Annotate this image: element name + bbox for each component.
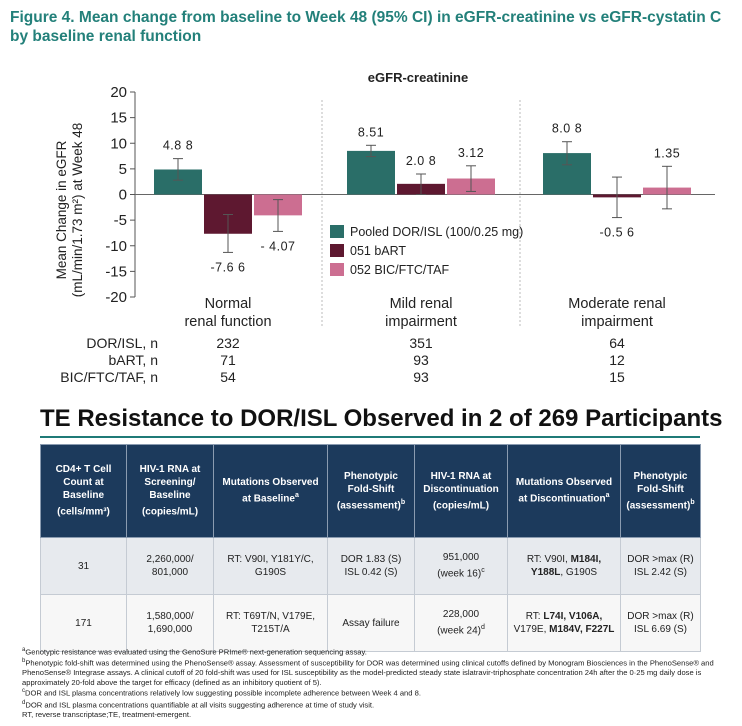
y-tick-label: 15 — [110, 110, 127, 127]
cell-mutations-discontinuation: RT: L74I, V106A, V179E, M184V, F227L — [507, 594, 621, 652]
data-label: 8.51 — [358, 125, 384, 139]
col-header-mutations-baseline: Mutations Observed at Baselinea — [213, 444, 328, 538]
n-value: 232 — [216, 335, 240, 351]
n-value: 64 — [609, 335, 625, 351]
figure-title: Figure 4. Mean change from baseline to W… — [10, 9, 722, 45]
footnote-d: dDOR and ISL plasma concentrations quant… — [22, 699, 375, 710]
data-label: 4.8 8 — [163, 139, 193, 153]
n-row-label: BIC/FTC/TAF, n — [60, 369, 158, 385]
data-label: 1.35 — [654, 146, 680, 160]
data-label: 8.0 8 — [552, 122, 582, 136]
data-label: - 4.07 — [261, 239, 296, 253]
legend-label: Pooled DOR/ISL (100/0.25 mg) — [350, 225, 523, 239]
cell-rna-discontinuation: 228,000 (week 24)d — [414, 594, 508, 652]
y-tick-label: 0 — [119, 187, 127, 204]
category-label: Normal — [205, 296, 252, 312]
legend-swatch — [330, 225, 344, 238]
y-tick-label: -5 — [114, 212, 127, 229]
cell-rna-screening: 2,260,000/801,000 — [126, 537, 214, 595]
data-label: 3.12 — [458, 146, 484, 160]
y-tick-label: -10 — [105, 238, 127, 255]
footnote-c: cDOR and ISL plasma concentrations relat… — [22, 688, 421, 698]
y-tick-label: 5 — [119, 161, 127, 178]
cell-mutations-baseline: RT: T69T/N, V179E, T215T/A — [213, 594, 328, 652]
category-label: renal function — [184, 314, 271, 330]
cell-fold-shift-baseline: Assay failure — [327, 594, 415, 652]
data-label: 2.0 8 — [406, 154, 436, 168]
col-header-cd4: CD4+ T Cell Count at Baseline (cells/mm³… — [40, 444, 127, 538]
y-axis-label: Mean Change in eGFR (mL/min/1.73 m²) at … — [54, 123, 85, 298]
resistance-table: CD4+ T Cell Count at Baseline (cells/mm³… — [40, 444, 701, 652]
col-header-mutations-discontinuation: Mutations Observed at Discontinuationa — [507, 444, 621, 538]
footnote-abbreviations: RT, reverse transcriptase;TE, treatment-… — [22, 709, 192, 719]
table-header-row: CD4+ T Cell Count at Baseline (cells/mm³… — [40, 444, 701, 538]
category-label: Mild renal — [390, 296, 453, 312]
chart-title: eGFR-creatinine — [368, 70, 468, 85]
footnotes: aGenotypic resistance was evaluated usin… — [22, 646, 734, 719]
legend-label: 052 BIC/FTC/TAF — [350, 263, 449, 277]
y-tick-label: -15 — [105, 263, 127, 280]
egfr-bar-chart: eGFR-creatinine Mean Change in eGFR (mL/… — [54, 70, 715, 385]
y-axis-label-line1: Mean Change in eGFR — [54, 140, 69, 279]
title-rule — [40, 436, 700, 438]
y-tick-label: 20 — [110, 84, 127, 101]
category-label: Moderate renal — [568, 296, 666, 312]
category-label: impairment — [385, 314, 457, 330]
table-row: 31 2,260,000/801,000 RT: V90I, Y181Y/C, G… — [40, 537, 701, 595]
n-row-label: bART, n — [108, 352, 158, 368]
n-value: 71 — [220, 352, 236, 368]
footnote-a: aGenotypic resistance was evaluated usin… — [22, 647, 367, 657]
legend-label: 051 bART — [350, 244, 406, 258]
cell-mutations-baseline: RT: V90I, Y181Y/C, G190S — [213, 537, 328, 595]
col-header-fold-shift-discontinuation: Phenotypic Fold-Shift (assessment)b — [620, 444, 701, 538]
y-tick-label: 10 — [110, 135, 127, 152]
col-header-fold-shift-baseline: Phenotypic Fold-Shift (assessment)b — [327, 444, 415, 538]
cell-rna-discontinuation: 951,000 (week 16)c — [414, 537, 508, 595]
y-axis-label-line2: (mL/min/1.73 m²) at Week 48 — [70, 123, 85, 298]
data-label: -0.5 6 — [600, 226, 635, 240]
n-value: 12 — [609, 352, 625, 368]
col-header-rna-discontinuation: HIV-1 RNA at Discontinuation (copies/mL) — [414, 444, 508, 538]
cell-cd4: 171 — [40, 594, 127, 652]
cell-rna-screening: 1,580,000/1,690,000 — [126, 594, 214, 652]
data-label: -7.6 6 — [211, 260, 246, 274]
cell-cd4: 31 — [40, 537, 127, 595]
cell-fold-shift-discontinuation: DOR >max (R) ISL 6.69 (S) — [620, 594, 701, 652]
col-header-rna-screening: HIV-1 RNA at Screening/ Baseline (copies… — [126, 444, 214, 538]
n-value: 93 — [413, 352, 429, 368]
footnote-b: bPhenotypic fold-shift was determined us… — [22, 658, 714, 687]
n-row-label: DOR/ISL, n — [86, 335, 158, 351]
legend-swatch — [330, 263, 344, 276]
te-resistance-title: TE Resistance to DOR/ISL Observed in 2 o… — [40, 405, 723, 432]
bar — [347, 150, 395, 195]
n-value: 54 — [220, 369, 236, 385]
n-value: 93 — [413, 369, 429, 385]
table-row: 171 1,580,000/1,690,000 RT: T69T/N, V179… — [40, 594, 701, 652]
cell-mutations-discontinuation: RT: V90I, M184I, Y188L, G190S — [507, 537, 621, 595]
legend-swatch — [330, 244, 344, 257]
n-value: 15 — [609, 369, 625, 385]
y-tick-label: -20 — [105, 289, 127, 306]
n-value: 351 — [409, 335, 433, 351]
cell-fold-shift-discontinuation: DOR >max (R) ISL 2.42 (S) — [620, 537, 701, 595]
category-label: impairment — [581, 314, 653, 330]
cell-fold-shift-baseline: DOR 1.83 (S) ISL 0.42 (S) — [327, 537, 415, 595]
